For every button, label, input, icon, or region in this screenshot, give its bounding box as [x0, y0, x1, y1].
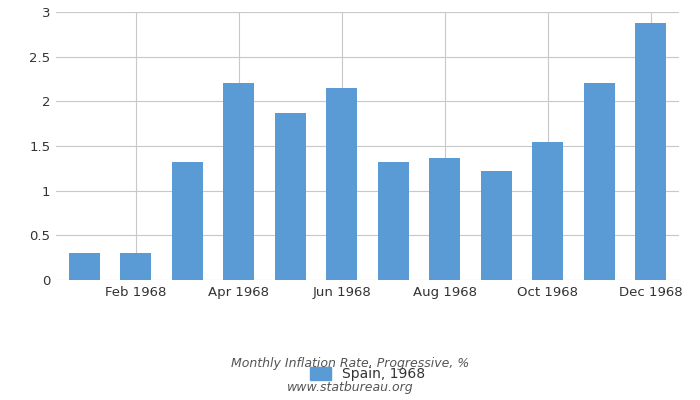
Bar — [275, 113, 306, 280]
Bar — [378, 162, 409, 280]
Bar — [326, 88, 357, 280]
Bar — [481, 171, 512, 280]
Bar — [172, 162, 203, 280]
Bar — [223, 84, 254, 280]
Bar — [69, 253, 100, 280]
Bar — [120, 253, 151, 280]
Bar — [635, 23, 666, 280]
Legend: Spain, 1968: Spain, 1968 — [310, 367, 425, 381]
Text: Monthly Inflation Rate, Progressive, %: Monthly Inflation Rate, Progressive, % — [231, 358, 469, 370]
Bar — [532, 142, 564, 280]
Text: www.statbureau.org: www.statbureau.org — [287, 382, 413, 394]
Bar — [429, 158, 460, 280]
Bar — [584, 84, 615, 280]
